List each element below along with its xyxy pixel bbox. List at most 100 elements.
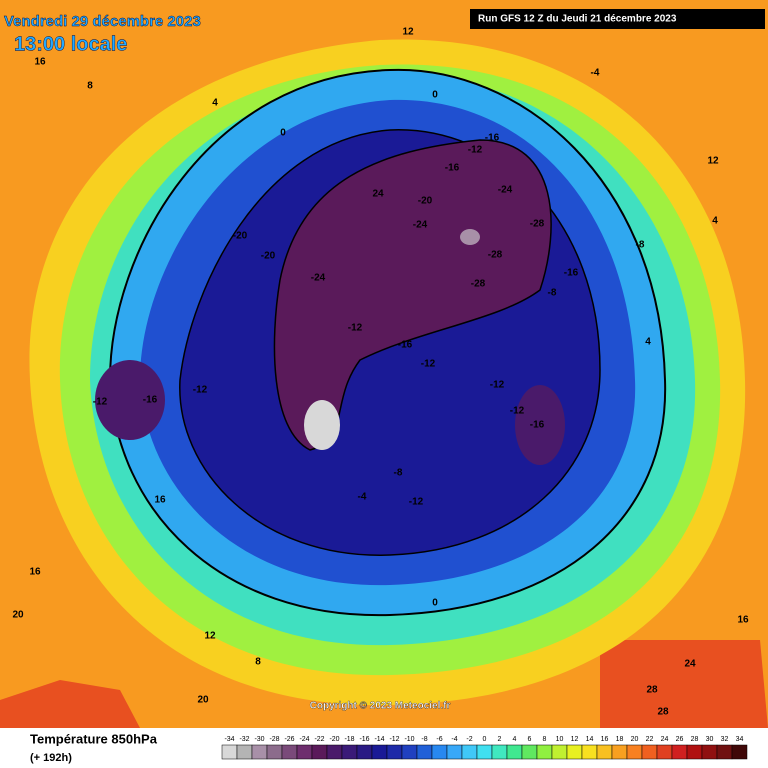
scale-swatch xyxy=(251,744,268,760)
scale-label: -34 xyxy=(224,736,234,743)
contour-label: 0 xyxy=(432,598,438,609)
scale-label: -20 xyxy=(329,736,339,743)
scale-swatch xyxy=(671,744,688,760)
scale-swatch xyxy=(221,744,238,760)
scale-label: -26 xyxy=(284,736,294,743)
scale-swatch xyxy=(266,744,283,760)
run-box xyxy=(470,9,765,29)
cold-core xyxy=(460,229,480,245)
scale-swatch xyxy=(491,744,508,760)
contour-label: -12 xyxy=(490,380,505,391)
contour-label: 20 xyxy=(12,610,24,621)
scale-swatch xyxy=(401,744,418,760)
scale-label: -4 xyxy=(451,736,457,743)
contour-label: -20 xyxy=(261,251,276,262)
scale-label: 6 xyxy=(528,736,532,743)
contour-label: -12 xyxy=(348,323,363,334)
scale-swatch xyxy=(656,744,673,760)
scale-swatch xyxy=(626,744,643,760)
scale-swatch xyxy=(551,744,568,760)
scale-swatch xyxy=(311,744,328,760)
scale-swatch xyxy=(341,744,358,760)
scale-swatch xyxy=(431,744,448,760)
contour-label: 4 xyxy=(212,98,218,109)
scale-label: 12 xyxy=(571,736,579,743)
scale-label: -16 xyxy=(359,736,369,743)
scale-swatch xyxy=(416,744,433,760)
contour-label: -4 xyxy=(591,68,600,79)
date: Vendredi 29 décembre 2023 xyxy=(4,13,201,30)
scale-label: -8 xyxy=(421,736,427,743)
contour-label: -28 xyxy=(530,219,545,230)
contour-labels: 12168400-4-16-12-1624-24-20-24-28-28-28-… xyxy=(12,27,749,718)
warm-area xyxy=(0,640,768,728)
contour-label: 16 xyxy=(34,57,46,68)
contour-label: -16 xyxy=(445,163,460,174)
scale-label: -30 xyxy=(254,736,264,743)
purple-zone xyxy=(273,139,552,451)
scale-swatch xyxy=(281,744,298,760)
scale-swatch xyxy=(716,744,733,760)
scale-swatch xyxy=(566,744,583,760)
scale-swatch xyxy=(356,744,373,760)
scale-label: 4 xyxy=(513,736,517,743)
contour-label: -12 xyxy=(468,145,483,156)
scale-swatch xyxy=(731,744,748,760)
scale-label: -22 xyxy=(314,736,324,743)
contour-label: -12 xyxy=(409,497,424,508)
contour-label: -20 xyxy=(233,231,248,242)
contour-label: -4 xyxy=(358,492,367,503)
scale-label: -12 xyxy=(389,736,399,743)
contour-label: -20 xyxy=(418,196,433,207)
footer-subtitle: (+ 192h) xyxy=(30,752,72,764)
contour-label: -16 xyxy=(143,395,158,406)
footer-title: Température 850hPa xyxy=(30,731,158,746)
contour-label: 16 xyxy=(29,567,41,578)
scale-swatch xyxy=(461,744,478,760)
contour-label: -16 xyxy=(398,340,413,351)
time: 13:00 locale xyxy=(14,33,127,55)
scale-label: 26 xyxy=(676,736,684,743)
contour-label: 12 xyxy=(707,156,719,167)
contour-label: 28 xyxy=(646,685,658,696)
purple-zone xyxy=(95,360,165,440)
contour-label: -12 xyxy=(93,397,108,408)
cold-core xyxy=(304,400,340,450)
scale-swatch xyxy=(326,744,343,760)
scale-swatch xyxy=(536,744,553,760)
contour-label: -12 xyxy=(193,385,208,396)
scale-swatch xyxy=(296,744,313,760)
scale-swatch xyxy=(386,744,403,760)
scale-swatch xyxy=(686,744,703,760)
scale-swatch xyxy=(581,744,598,760)
contour-label: 0 xyxy=(280,128,286,139)
scale-label: -32 xyxy=(239,736,249,743)
contour-label: -8 xyxy=(636,240,645,251)
scale-label: 2 xyxy=(498,736,502,743)
scale-label: -18 xyxy=(344,736,354,743)
contour-label: -28 xyxy=(488,250,503,261)
contour-label: 20 xyxy=(197,695,209,706)
contour-label: 8 xyxy=(87,81,93,92)
color-scale: -34 -32 -30 -28 -26 -24 -22 -20 -18 -16 -14 -12 -10-… xyxy=(221,736,748,760)
scale-label: -24 xyxy=(299,736,309,743)
scale-label: 20 xyxy=(631,736,639,743)
contour-label: -8 xyxy=(548,288,557,299)
contour-label: 8 xyxy=(255,657,261,668)
contour-label: -24 xyxy=(311,273,326,284)
contour-label: -24 xyxy=(498,185,513,196)
contour-label: -8 xyxy=(394,468,403,479)
contour-label: 4 xyxy=(712,216,718,227)
contour-label: -16 xyxy=(564,268,579,279)
scale-swatch xyxy=(641,744,658,760)
scale-label: 18 xyxy=(616,736,624,743)
contour-label: 24 xyxy=(684,659,696,670)
contour-label: 12 xyxy=(402,27,414,38)
scale-swatch xyxy=(236,744,253,760)
scale-label: -10 xyxy=(404,736,414,743)
scale-swatch xyxy=(596,744,613,760)
scale-label: 22 xyxy=(646,736,654,743)
contour-label: 0 xyxy=(432,90,438,101)
contour-label: -16 xyxy=(530,420,545,431)
scale-swatch xyxy=(446,744,463,760)
